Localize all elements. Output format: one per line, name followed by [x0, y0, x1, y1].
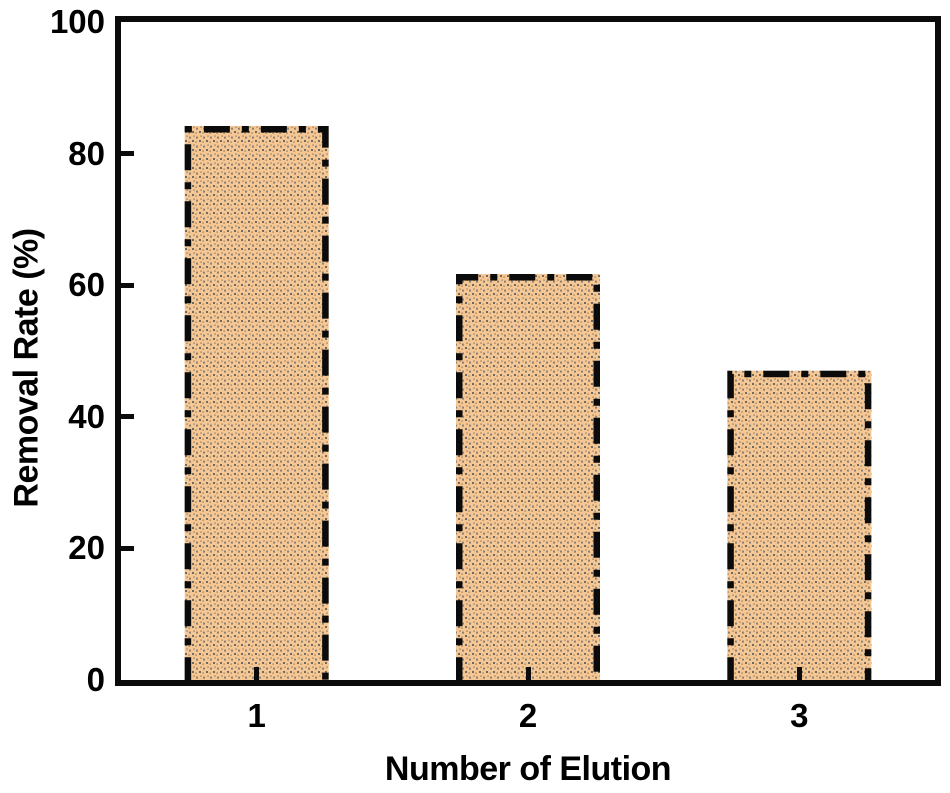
y-tick-mark-80	[121, 151, 134, 157]
y-tick-label-20: 20	[68, 529, 105, 567]
x-axis-title: Number of Elution	[384, 750, 672, 788]
x-tick-mark-1	[254, 667, 260, 680]
x-tick-label-2: 2	[518, 697, 538, 734]
x-tick-mark-3	[796, 667, 802, 680]
bar-elution-2	[456, 274, 600, 680]
y-tick-mark-20	[121, 545, 134, 551]
bar-border-dashdot	[456, 274, 600, 680]
bar-elution-3	[727, 370, 872, 680]
y-tick-mark-40	[121, 414, 134, 420]
y-tick-label-40: 40	[68, 397, 105, 435]
y-tick-label-60: 60	[68, 266, 105, 304]
y-tick-label-80: 80	[68, 134, 105, 172]
x-tick-label-1: 1	[247, 697, 266, 734]
y-tick-label-100: 100	[49, 3, 105, 40]
y-tick-mark-60	[121, 282, 134, 288]
x-tick-mark-2	[525, 667, 531, 680]
bar-elution-1	[184, 125, 329, 680]
y-tick-label-0: 0	[86, 661, 105, 698]
bars-layer	[184, 125, 872, 680]
bar-border-dashdot	[727, 370, 872, 680]
x-tick-label-3: 3	[790, 697, 809, 734]
plot-area	[115, 16, 941, 686]
